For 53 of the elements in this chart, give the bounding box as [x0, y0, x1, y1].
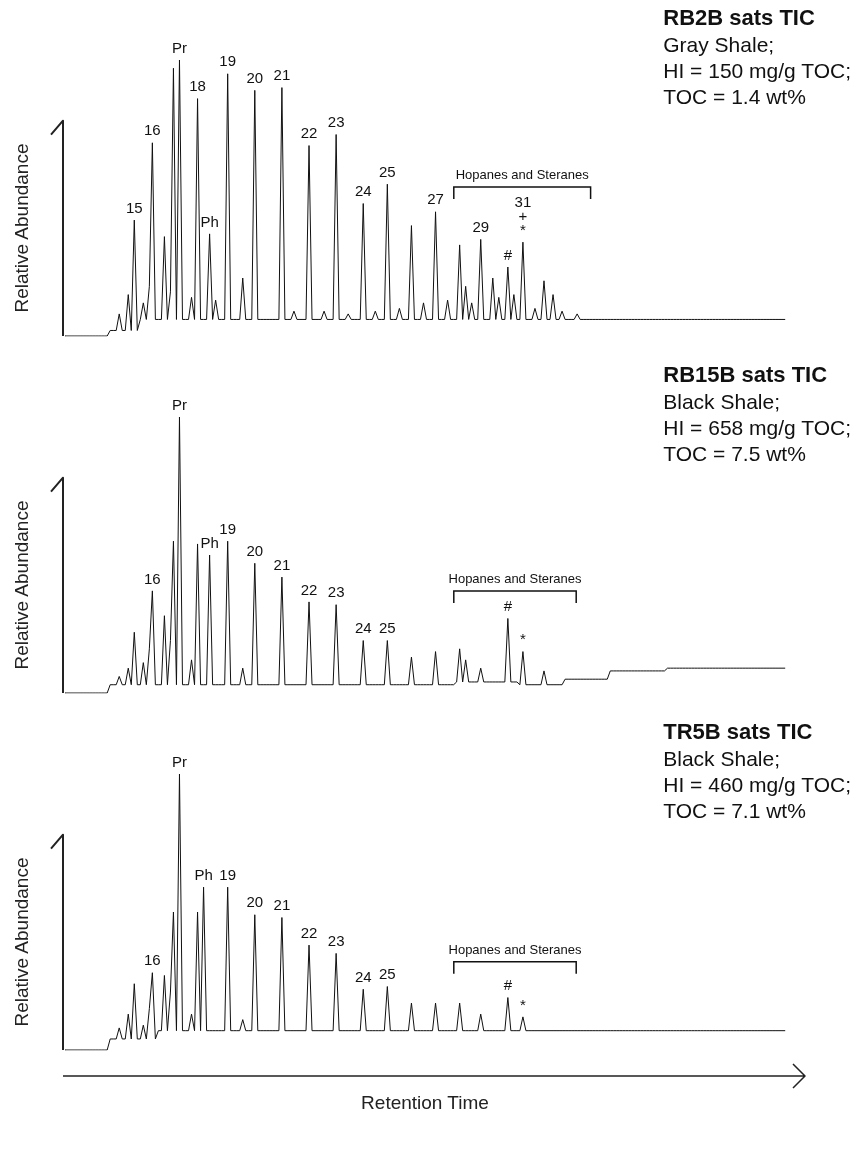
chart-title: RB2B sats TIC: [663, 4, 816, 32]
x-tick-label: 25: [379, 162, 396, 180]
x-tick-label: Ph: [194, 865, 213, 883]
x-tick-label: *: [519, 995, 526, 1013]
x-tick-label: 22: [300, 923, 318, 941]
x-tick-label: 23: [327, 583, 345, 601]
x-tick-label: #: [503, 245, 513, 263]
x-tick-label: 16: [144, 121, 161, 139]
x-tick-label: Pr: [171, 752, 187, 770]
x-tick-label: 22: [300, 124, 318, 142]
x-tick-label: 20: [246, 893, 264, 911]
chart-subtitle: Black Shale; HI = 658 mg/g TOC; TOC = 7.5 wt%: [663, 388, 851, 467]
annotation: Hopanes and Steranes: [448, 570, 582, 586]
x-tick-label: 22: [300, 580, 318, 598]
x-tick-label: 24: [354, 182, 372, 200]
x-tick-label: 20: [246, 69, 264, 86]
annotation: Hopanes and Steranes: [448, 941, 582, 957]
x-tick-label: 16: [144, 951, 161, 969]
x-tick-label: 19: [219, 52, 237, 70]
y-axis-title: Relative Abundance: [11, 143, 33, 313]
x-tick-label: 25: [379, 619, 396, 637]
chart-subtitle: Black Shale; HI = 460 mg/g TOC; TOC = 7.1 wt%: [663, 745, 851, 824]
x-tick-label: 18: [189, 77, 206, 95]
x-tick-label: 31 + *: [514, 192, 532, 238]
y-axis-title: Relative Abundance: [11, 500, 33, 670]
x-tick-label: 20: [246, 541, 264, 559]
x-tick-label: #: [503, 976, 513, 994]
y-axis-title: Relative Abundance: [11, 857, 33, 1027]
chart-title: TR5B sats TIC: [663, 718, 814, 746]
x-tick-label: 21: [273, 66, 291, 84]
x-axis-title: Retention Time: [361, 1092, 489, 1114]
x-tick-label: 19: [219, 519, 237, 537]
x-tick-label: Ph: [200, 533, 219, 551]
x-tick-label: 24: [354, 619, 372, 637]
x-tick-label: 29: [472, 218, 490, 236]
x-tick-label: *: [519, 630, 526, 648]
x-tick-label: Ph: [200, 212, 219, 230]
x-tick-label: #: [503, 597, 513, 615]
x-tick-label: 15: [125, 198, 143, 216]
x-tick-label: 21: [273, 896, 291, 914]
x-tick-label: 19: [219, 865, 237, 883]
x-tick-label: 21: [273, 555, 291, 573]
x-tick-label: 24: [354, 967, 372, 985]
chart-title: RB15B sats TIC: [663, 361, 829, 389]
x-tick-label: Pr: [171, 38, 187, 56]
chart-subtitle: Gray Shale; HI = 150 mg/g TOC; TOC = 1.4 wt%: [663, 31, 851, 110]
x-tick-label: 23: [327, 932, 345, 950]
annotation: Hopanes and Steranes: [455, 166, 589, 182]
x-tick-label: 27: [427, 190, 444, 208]
x-tick-label: Pr: [171, 395, 187, 413]
x-tick-label: 25: [379, 965, 396, 983]
x-tick-label: 16: [144, 569, 161, 587]
x-tick-label: 23: [327, 113, 345, 131]
